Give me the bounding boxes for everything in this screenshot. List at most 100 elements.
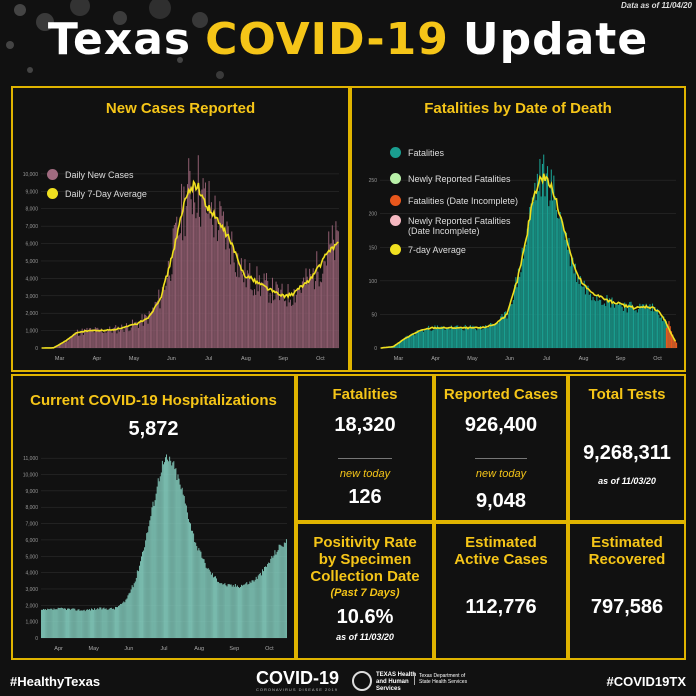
bar	[248, 583, 250, 638]
bar	[651, 303, 654, 348]
bar	[257, 575, 259, 638]
bar	[236, 585, 238, 638]
bar	[181, 487, 183, 638]
bar	[212, 224, 214, 348]
bar	[324, 261, 326, 348]
bar	[627, 304, 630, 348]
bar	[630, 301, 632, 348]
y-tick-label: 4,000	[25, 571, 38, 577]
bar	[55, 609, 57, 638]
bar	[300, 292, 302, 348]
bar	[175, 468, 177, 638]
bar	[503, 312, 506, 348]
bar	[133, 583, 135, 638]
incomplete-bar	[669, 326, 671, 348]
bar	[93, 609, 95, 638]
bar	[189, 522, 190, 638]
bar	[289, 299, 291, 348]
bar	[316, 251, 318, 348]
bar	[162, 464, 164, 638]
bar	[283, 301, 285, 348]
bar	[254, 289, 256, 348]
bar	[50, 608, 52, 638]
bar	[104, 330, 106, 348]
bar	[86, 327, 88, 348]
bar	[616, 303, 618, 348]
bar	[62, 343, 64, 348]
bar	[498, 320, 500, 348]
bar	[447, 328, 449, 348]
bar	[621, 306, 623, 348]
bar	[288, 302, 290, 348]
bar	[74, 332, 76, 348]
bar	[169, 275, 171, 348]
bar	[72, 335, 74, 348]
bar	[476, 330, 478, 348]
bar	[164, 289, 166, 348]
bar	[285, 539, 287, 638]
bar	[444, 329, 446, 348]
bar	[490, 323, 492, 348]
bar	[645, 303, 647, 348]
bar	[134, 322, 136, 348]
bar	[161, 287, 163, 348]
bar	[177, 235, 179, 348]
bar	[439, 327, 441, 348]
bar	[577, 276, 579, 348]
incomplete-bar	[668, 321, 670, 348]
bar	[646, 308, 648, 348]
bar	[562, 221, 564, 348]
bar	[99, 607, 101, 638]
bar	[174, 469, 176, 638]
bar	[164, 462, 165, 638]
y-tick-label: 7,000	[25, 522, 38, 528]
bar	[242, 274, 244, 348]
bar	[401, 339, 403, 348]
bar	[478, 328, 480, 348]
bar	[412, 333, 414, 348]
bar	[484, 325, 487, 348]
bar	[135, 321, 137, 348]
tests-stat-title: Total Tests	[588, 386, 666, 403]
bar	[75, 610, 77, 638]
bar	[416, 330, 418, 348]
bar	[552, 200, 554, 348]
bar	[283, 542, 285, 638]
bar	[245, 583, 247, 638]
bar	[455, 325, 457, 348]
bar	[273, 300, 275, 348]
covid19-logo-sub: CORONAVIRUS DISEASE 2019	[256, 687, 338, 692]
bar	[215, 217, 217, 348]
bar	[240, 258, 242, 348]
bar	[228, 583, 230, 638]
title-texas: Texas	[47, 14, 192, 65]
bar	[46, 610, 48, 638]
bar	[48, 609, 50, 638]
legend-swatch	[390, 215, 401, 226]
bar	[512, 299, 514, 348]
bar	[615, 304, 617, 348]
bar	[587, 285, 589, 348]
bar	[466, 327, 468, 348]
bar	[179, 233, 181, 348]
bar	[221, 583, 223, 638]
bar	[251, 290, 253, 348]
bar	[632, 309, 635, 348]
bar	[107, 609, 109, 638]
y-tick-label: 9,000	[25, 489, 38, 495]
bar	[452, 329, 454, 348]
bar	[214, 195, 216, 348]
bar	[325, 265, 327, 348]
bar	[539, 158, 541, 348]
bar	[400, 340, 402, 348]
bar	[121, 324, 123, 348]
bar	[110, 330, 112, 348]
bar	[488, 326, 490, 348]
bar	[183, 496, 185, 638]
incomplete-bar	[673, 337, 675, 348]
bar	[502, 316, 504, 348]
bar	[134, 581, 136, 638]
bar	[108, 608, 110, 638]
positivity-title-2: by Specimen	[318, 551, 412, 568]
bar	[207, 568, 209, 638]
